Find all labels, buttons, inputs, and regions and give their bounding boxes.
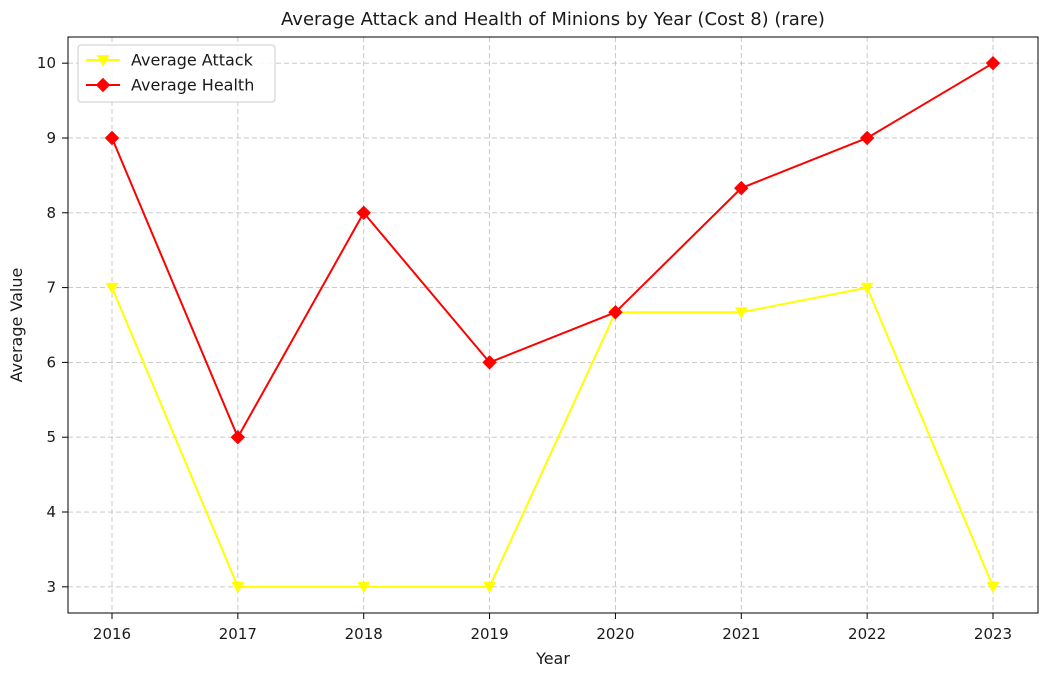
data-point <box>482 355 497 370</box>
series-line <box>111 62 994 439</box>
data-point <box>608 305 623 320</box>
y-tick-label: 3 <box>46 578 56 596</box>
x-tick-label: 2018 <box>345 625 383 643</box>
data-point <box>104 130 120 146</box>
legend-label: Average Health <box>131 76 254 95</box>
x-tick-label: 2020 <box>596 625 634 643</box>
data-point <box>230 430 246 445</box>
data-point <box>483 581 496 594</box>
data-point <box>231 581 245 594</box>
grid-lines <box>68 37 1038 613</box>
legend: Average Attack Average Health <box>77 44 276 103</box>
y-axis: 3 4 5 6 7 8 9 10 <box>37 54 68 596</box>
legend-swatch-marker <box>96 55 110 67</box>
series-average-health <box>104 55 1001 445</box>
x-tick-label: 2019 <box>470 625 508 643</box>
data-point <box>985 55 1001 71</box>
y-tick-label: 6 <box>46 353 56 371</box>
y-axis-title: Average Value <box>7 268 26 383</box>
y-tick-label: 8 <box>46 204 56 222</box>
y-tick-label: 4 <box>46 503 56 521</box>
y-tick-label: 10 <box>37 54 56 72</box>
series-layer <box>104 55 1001 594</box>
legend-label: Average Attack <box>131 51 254 70</box>
data-point <box>734 307 748 319</box>
series-average-attack <box>105 282 1000 594</box>
data-point <box>986 581 1000 594</box>
data-point <box>734 180 749 196</box>
legend-swatch-marker <box>95 77 111 93</box>
y-tick-label: 7 <box>46 279 56 297</box>
y-tick-label: 9 <box>46 129 56 147</box>
x-tick-label: 2016 <box>93 625 131 643</box>
y-tick-label: 5 <box>46 428 56 446</box>
legend-item: Average Attack <box>86 51 254 70</box>
series-line <box>111 286 994 588</box>
x-tick-label: 2017 <box>219 625 257 643</box>
data-point <box>859 130 875 146</box>
chart-title: Average Attack and Health of Minions by … <box>281 9 825 30</box>
data-point <box>356 205 371 220</box>
x-axis-title: Year <box>535 649 570 668</box>
x-tick-label: 2022 <box>848 625 886 643</box>
data-point <box>105 282 119 295</box>
plot-area-frame <box>67 36 1039 614</box>
x-axis: 2016 2017 2018 2019 2020 2021 2022 2023 <box>93 613 1012 643</box>
legend-box <box>77 44 276 103</box>
x-tick-label: 2023 <box>974 625 1012 643</box>
data-point <box>357 581 371 594</box>
x-tick-label: 2021 <box>722 625 760 643</box>
data-point <box>860 282 874 295</box>
legend-item: Average Health <box>86 76 254 95</box>
